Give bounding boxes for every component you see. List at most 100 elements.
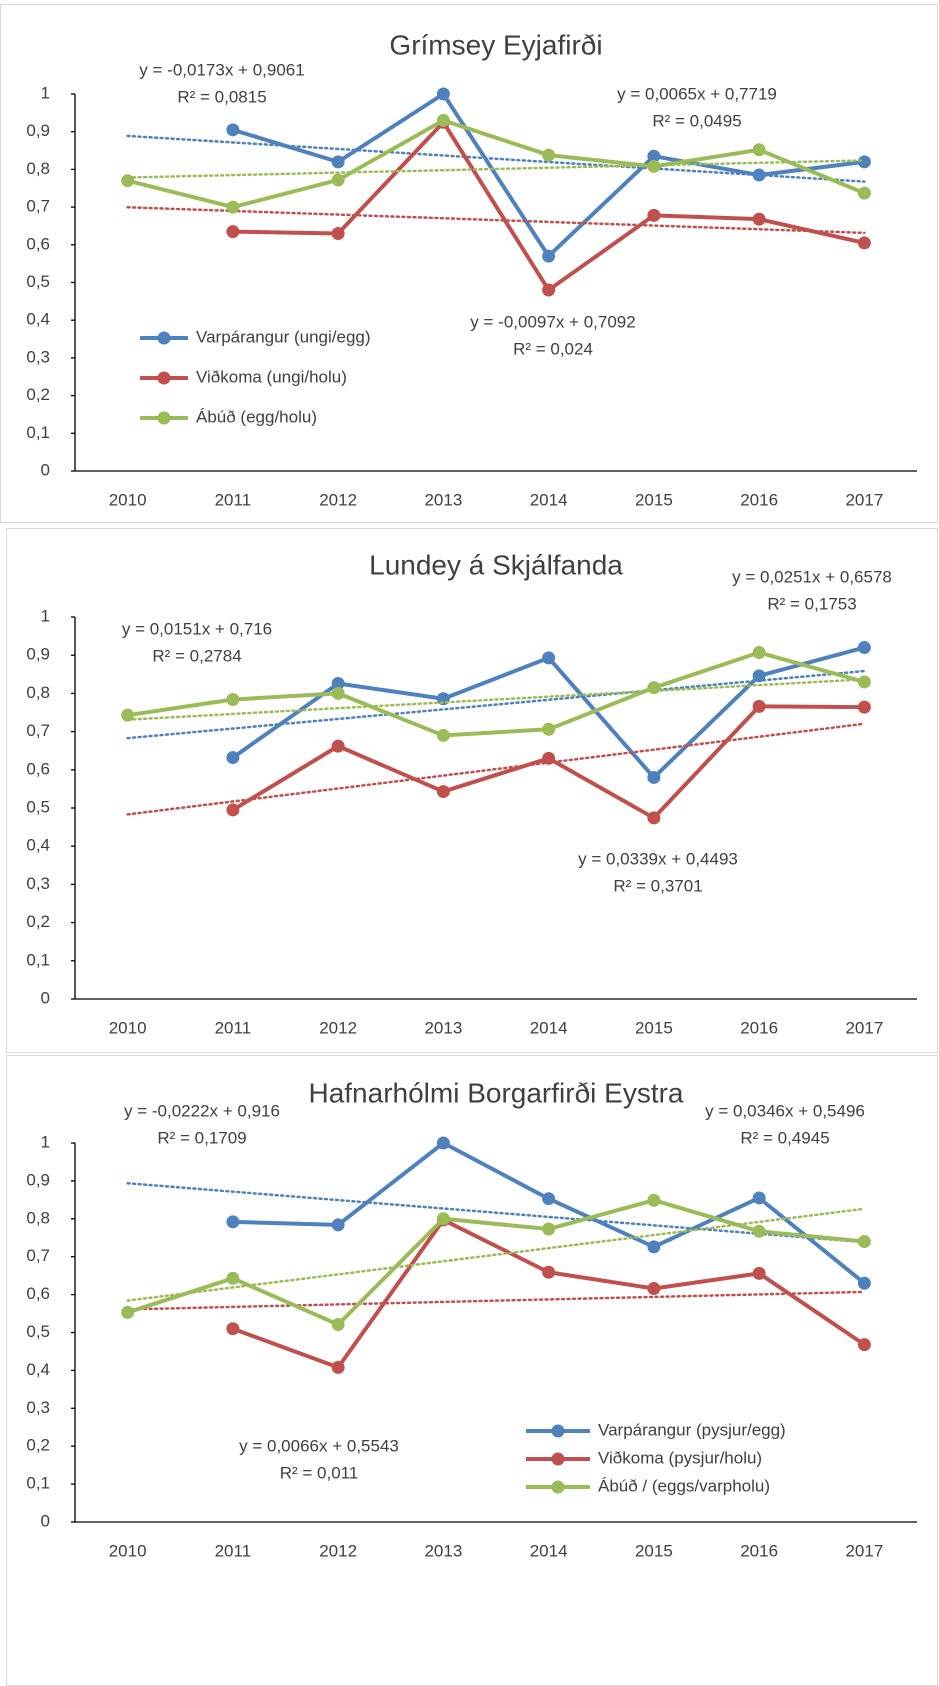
data-point	[752, 646, 766, 660]
x-tick-label: 2012	[319, 490, 357, 509]
legend-marker	[551, 1452, 565, 1466]
y-tick-label: 0,9	[26, 121, 50, 140]
trendline	[126, 159, 866, 179]
y-tick-label: 0,4	[26, 836, 50, 855]
data-point	[436, 1136, 450, 1150]
y-tick-label: 0,2	[26, 385, 50, 404]
data-point	[857, 155, 871, 169]
legend-marker	[551, 1480, 565, 1494]
chart-title: Hafnarhólmi Borgarfirði Eystra	[308, 1077, 683, 1108]
y-tick-label: 0,3	[26, 874, 50, 893]
trendline	[126, 678, 866, 721]
data-point	[226, 803, 240, 817]
data-point	[436, 1212, 450, 1226]
trend-equation: y = 0,0251x + 0,6578	[732, 567, 892, 586]
data-point	[647, 149, 661, 163]
trend-r2: R² = 0,2784	[152, 646, 241, 665]
data-point	[857, 186, 871, 200]
x-tick-label: 2016	[740, 1018, 778, 1037]
data-point	[647, 811, 661, 825]
data-point	[647, 208, 661, 222]
trendline	[126, 1181, 866, 1244]
trend-r2: R² = 0,3701	[613, 876, 702, 895]
trendline	[126, 134, 866, 183]
y-tick-label: 0,8	[26, 159, 50, 178]
x-tick-label: 2014	[530, 490, 568, 509]
data-point	[331, 676, 345, 690]
y-tick-label: 1	[41, 1132, 50, 1151]
x-tick-label: 2014	[530, 1541, 568, 1560]
trend-equation: y = -0,0222x + 0,916	[124, 1101, 280, 1120]
series-line	[127, 1198, 865, 1327]
y-tick-label: 0,7	[26, 721, 50, 740]
chart-title: Lundey á Skjálfanda	[369, 549, 623, 580]
x-tick-label: 2015	[635, 1018, 673, 1037]
x-tick-label: 2016	[740, 490, 778, 509]
data-point	[331, 173, 345, 187]
y-tick-label: 0,2	[26, 912, 50, 931]
y-tick-label: 0,6	[26, 1284, 50, 1303]
data-point	[752, 168, 766, 182]
trend-equation: y = 0,0066x + 0,5543	[239, 1436, 399, 1455]
trend-r2: R² = 0,024	[513, 339, 593, 358]
legend-label: Varpárangur (pysjur/egg)	[598, 1420, 786, 1439]
chart-panel	[0, 4, 938, 523]
x-tick-label: 2012	[319, 1018, 357, 1037]
y-tick-label: 0,7	[26, 197, 50, 216]
data-point	[436, 785, 450, 799]
x-tick-label: 2011	[215, 1018, 252, 1037]
data-point	[226, 1215, 240, 1229]
data-point	[752, 669, 766, 683]
y-tick-label: 0	[41, 1511, 50, 1530]
x-tick-label: 2017	[845, 490, 883, 509]
y-tick-label: 0,1	[26, 1474, 50, 1493]
trendline	[126, 669, 866, 740]
y-tick-label: 0	[41, 460, 50, 479]
trend-r2: R² = 0,0495	[652, 111, 741, 130]
trend-r2: R² = 0,1753	[767, 594, 856, 613]
data-point	[226, 751, 240, 765]
legend-label: Ábúð / (eggs/varpholu)	[598, 1476, 770, 1495]
x-tick-label: 2011	[215, 1541, 252, 1560]
data-point	[857, 641, 871, 655]
trend-equation: y = 0,0151x + 0,716	[122, 619, 272, 638]
legend-label: Viðkoma (ungi/holu)	[196, 367, 347, 386]
data-point	[542, 1222, 556, 1236]
x-tick-label: 2014	[530, 1018, 568, 1037]
chart-panel	[6, 1055, 938, 1686]
data-point	[752, 1191, 766, 1205]
data-point	[647, 770, 661, 784]
data-point	[542, 722, 556, 736]
data-point	[752, 212, 766, 226]
y-tick-label: 0,7	[26, 1246, 50, 1265]
x-tick-label: 2017	[845, 1541, 883, 1560]
y-tick-label: 0,9	[26, 1170, 50, 1189]
y-tick-label: 1	[41, 83, 50, 102]
y-tick-label: 0,9	[26, 645, 50, 664]
data-point	[331, 686, 345, 700]
data-point	[226, 693, 240, 707]
x-tick-label: 2015	[635, 1541, 673, 1560]
x-tick-label: 2010	[109, 1018, 147, 1037]
y-tick-label: 0,4	[26, 310, 50, 329]
trend-r2: R² = 0,0815	[177, 87, 266, 106]
data-point	[752, 699, 766, 713]
series-line	[127, 650, 865, 738]
y-tick-label: 0,1	[26, 423, 50, 442]
x-tick-label: 2013	[424, 1018, 462, 1037]
data-point	[542, 249, 556, 263]
data-point	[752, 143, 766, 157]
y-tick-label: 0	[41, 988, 50, 1007]
data-point	[647, 1282, 661, 1296]
legend-label: Viðkoma (pysjur/holu)	[598, 1448, 762, 1467]
trendline	[126, 1290, 866, 1311]
y-tick-label: 0,5	[26, 1322, 50, 1341]
data-point	[436, 113, 450, 127]
data-point	[226, 1322, 240, 1336]
series-line	[127, 118, 866, 210]
y-tick-label: 0,3	[26, 1398, 50, 1417]
y-tick-label: 0,5	[26, 797, 50, 816]
y-tick-label: 0,2	[26, 1436, 50, 1455]
y-tick-label: 0,8	[26, 683, 50, 702]
